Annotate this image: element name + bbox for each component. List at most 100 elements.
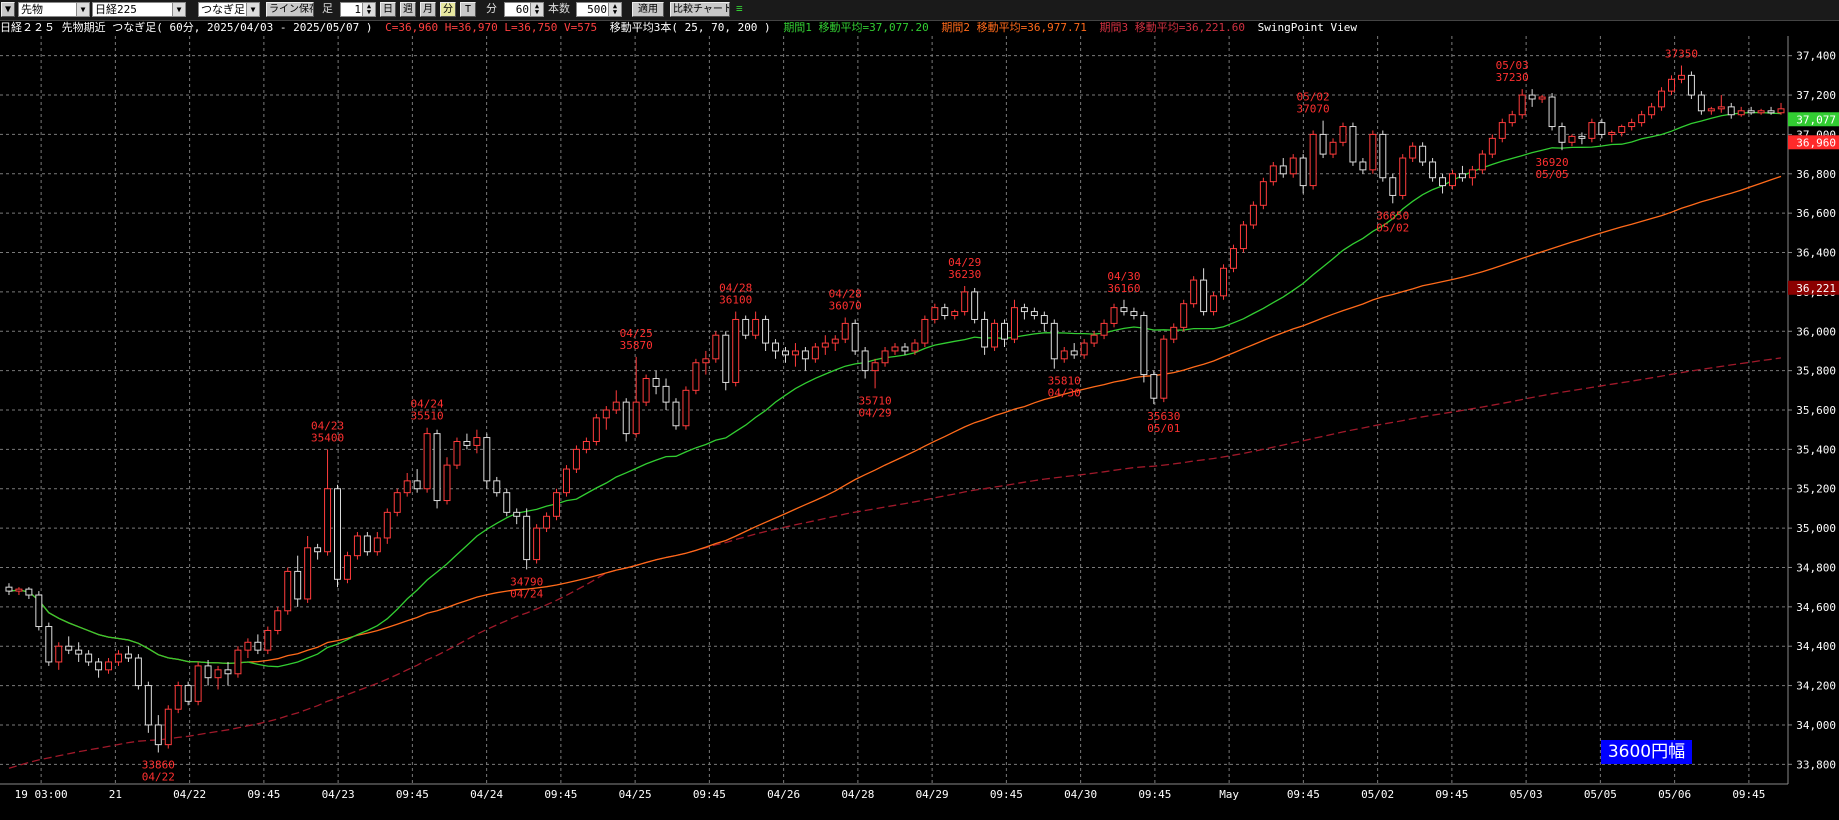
y-tick-label: 34,000 xyxy=(1796,719,1836,732)
candle-body xyxy=(762,318,770,344)
chevron-down-icon: ▼ xyxy=(246,3,259,16)
candle-body xyxy=(1538,96,1546,100)
annotation-value: 37070 xyxy=(1297,103,1330,116)
candle xyxy=(1110,303,1118,328)
ashi-input[interactable]: 1 ▲ ▼ xyxy=(340,2,376,17)
candle-body xyxy=(15,588,23,592)
menu-dropdown-icon[interactable]: ▼ xyxy=(1,2,15,17)
period-minute-button[interactable]: 分 xyxy=(440,2,456,17)
candle xyxy=(1339,122,1347,147)
spinner-icon[interactable]: ▲ ▼ xyxy=(362,3,375,16)
annotation-date: 04/30 xyxy=(1107,270,1140,283)
list-icon[interactable]: ≡ xyxy=(736,2,743,15)
candle xyxy=(1359,158,1367,174)
toolbar: ▼ 先物 ▼ 日経225 ▼ つなぎ足 ▼ ライン保存 足 1 ▲ ▼ 日 週 月… xyxy=(0,0,1839,21)
candle-body xyxy=(433,433,441,502)
y-tick-label: 35,800 xyxy=(1796,365,1836,378)
candle-body xyxy=(921,318,929,344)
view-mode[interactable]: SwingPoint View xyxy=(1257,21,1357,34)
candle-body xyxy=(981,318,989,348)
chart-kind-select[interactable]: つなぎ足 ▼ xyxy=(198,2,260,17)
candle-body xyxy=(124,653,132,659)
period-tick-button[interactable]: T xyxy=(460,2,476,17)
candle-body xyxy=(851,322,859,352)
candle xyxy=(363,532,371,556)
candle-body xyxy=(991,322,999,348)
candle-body xyxy=(65,645,73,651)
candle xyxy=(1389,173,1397,204)
y-tick-label: 35,200 xyxy=(1796,483,1836,496)
chart-title: 日経２２５ 先物期近 つなぎ足( 60分, 2025/04/03 - 2025/… xyxy=(0,21,373,34)
candle xyxy=(1100,319,1108,340)
candle xyxy=(553,488,561,521)
candle xyxy=(831,335,839,351)
period-week-button[interactable]: 週 xyxy=(400,2,416,17)
candle-body xyxy=(1349,126,1357,163)
candle xyxy=(234,646,242,678)
candle-body xyxy=(1369,133,1377,171)
market-select[interactable]: 先物 ▼ xyxy=(18,2,90,17)
candle-body xyxy=(841,322,849,340)
period-month-button[interactable]: 月 xyxy=(420,2,436,17)
candle-body xyxy=(861,350,869,372)
candle-body xyxy=(25,588,33,596)
candle-body xyxy=(1697,94,1705,112)
period-day-button[interactable]: 日 xyxy=(380,2,396,17)
candlestick-chart[interactable]: 3386004/2204/233540004/24355103479004/24… xyxy=(0,36,1839,820)
annotation-value: 36650 xyxy=(1376,209,1409,222)
ma3-readout: 期間3 移動平均=36,221.60 xyxy=(1099,21,1246,34)
candle xyxy=(1120,299,1128,316)
candle-body xyxy=(821,342,829,348)
candle-body xyxy=(523,515,531,561)
candle-body xyxy=(1070,350,1078,356)
candle-body xyxy=(1628,122,1636,128)
minutes-input[interactable]: 60 ▲ ▼ xyxy=(504,2,544,17)
spinner-icon[interactable]: ▲ ▼ xyxy=(530,3,543,16)
candle xyxy=(1687,71,1695,99)
candle-body xyxy=(1618,126,1626,133)
x-tick-label: 09:45 xyxy=(1138,788,1171,801)
annotation-value: 35630 xyxy=(1147,410,1180,423)
candle-body xyxy=(791,350,799,356)
candle-body xyxy=(941,307,949,317)
apply-button[interactable]: 適用 xyxy=(632,2,664,17)
x-tick-label: 09:45 xyxy=(544,788,577,801)
candle-body xyxy=(184,685,192,702)
candle-body xyxy=(1030,311,1038,317)
candle-body xyxy=(493,480,501,494)
candle-body xyxy=(1488,137,1496,155)
candle-body xyxy=(154,724,162,746)
line-save-button[interactable]: ライン保存 xyxy=(266,2,314,17)
spinner-icon[interactable]: ▲ ▼ xyxy=(608,3,621,16)
candle xyxy=(124,646,132,662)
candle-body xyxy=(1100,322,1108,336)
candle xyxy=(931,303,939,324)
candle-body xyxy=(453,440,461,466)
candle xyxy=(264,626,272,655)
candle xyxy=(1309,130,1317,190)
candle xyxy=(1289,154,1297,178)
candle xyxy=(5,583,13,596)
candle-body xyxy=(274,610,282,631)
candle-body xyxy=(343,555,351,580)
candle xyxy=(274,606,282,635)
candle-body xyxy=(373,537,381,553)
x-tick-label: 04/23 xyxy=(322,788,355,801)
candle xyxy=(851,319,859,355)
compare-chart-button[interactable]: 比較チャート xyxy=(670,2,730,17)
count-input[interactable]: 500 ▲ ▼ xyxy=(576,2,622,17)
candle-body xyxy=(294,570,302,600)
candle xyxy=(1050,319,1058,369)
candle-body xyxy=(224,669,232,675)
candle xyxy=(1628,118,1636,131)
candle xyxy=(732,311,740,387)
symbol-select[interactable]: 日経225 ▼ xyxy=(92,2,186,17)
info-bar: 日経２２５ 先物期近 つなぎ足( 60分, 2025/04/03 - 2025/… xyxy=(0,21,1839,35)
candle-body xyxy=(45,626,53,663)
candle-body xyxy=(582,440,590,450)
candle xyxy=(513,508,521,525)
